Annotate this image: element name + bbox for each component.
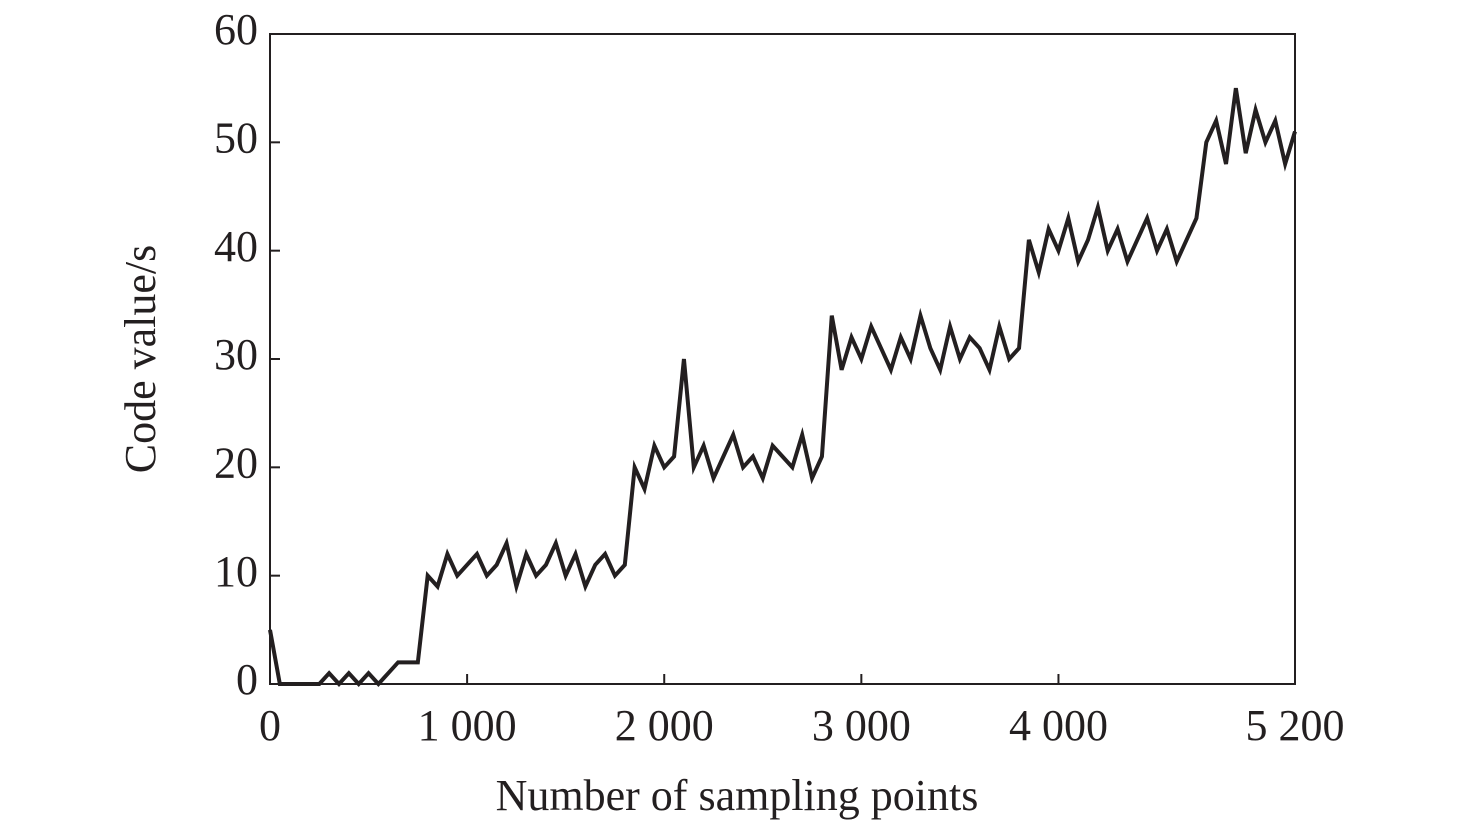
x-tick-label: 3 000 (812, 701, 911, 750)
x-tick-label: 1 000 (418, 701, 517, 750)
y-tick-label: 40 (214, 222, 258, 271)
data-line (268, 87, 1297, 687)
y-tick-label: 0 (236, 655, 258, 704)
y-tick-label: 30 (214, 330, 258, 379)
y-tick-label: 20 (214, 438, 258, 487)
x-tick-label: 2 000 (615, 701, 714, 750)
x-tick-label: 4 000 (1009, 701, 1108, 750)
y-tick-label: 60 (214, 5, 258, 54)
x-tick-label: 5 200 (1246, 701, 1345, 750)
plot-frame (269, 33, 1296, 685)
y-axis-label: Code value/s (116, 245, 165, 474)
y-tick-label: 10 (214, 547, 258, 596)
y-tick-label: 50 (214, 113, 258, 162)
x-axis-label: Number of sampling points (496, 771, 979, 820)
x-tick-label: 0 (259, 701, 281, 750)
